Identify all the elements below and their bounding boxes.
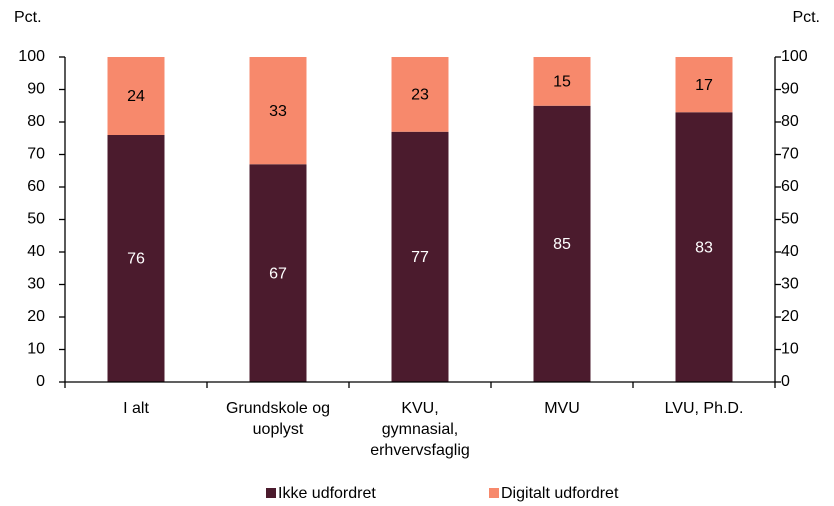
x-tick-label: MVU	[544, 400, 580, 417]
y2-tick-label: 20	[781, 308, 799, 325]
bar-segment	[533, 57, 591, 106]
value-label: 67	[269, 265, 287, 282]
y-tick-label: 30	[27, 276, 45, 293]
y2-tick-label: 90	[781, 81, 799, 98]
bar-segment	[675, 112, 733, 382]
value-label: 33	[269, 103, 287, 120]
value-label: 15	[553, 74, 571, 91]
y-tick-label: 0	[36, 373, 45, 390]
bar-segment	[391, 131, 449, 382]
value-label: 83	[695, 239, 713, 256]
y2-axis-label: Pct.	[792, 9, 820, 26]
y-axis-label: Pct.	[14, 9, 42, 26]
bar-segment	[249, 164, 307, 382]
value-label: 23	[411, 87, 429, 104]
y2-tick-label: 50	[781, 211, 799, 228]
y-tick-label: 100	[18, 48, 45, 65]
y2-tick-label: 60	[781, 178, 799, 195]
bar-segment	[107, 57, 165, 135]
x-tick-label: LVU, Ph.D.	[665, 400, 744, 417]
y2-tick-label: 0	[781, 373, 790, 390]
value-label: 77	[411, 249, 429, 266]
legend-swatch	[266, 488, 276, 498]
y-tick-label: 70	[27, 146, 45, 163]
bar-segment	[249, 57, 307, 165]
x-tick-label: Grundskole og	[226, 400, 330, 417]
y-tick-label: 50	[27, 211, 45, 228]
x-tick-label: gymnasial,	[382, 421, 458, 438]
x-tick-label: uoplyst	[253, 421, 304, 438]
y2-tick-label: 70	[781, 146, 799, 163]
y-tick-label: 80	[27, 113, 45, 130]
bar-segment	[107, 135, 165, 382]
value-label: 85	[553, 236, 571, 253]
bar-segment	[533, 105, 591, 382]
y2-tick-label: 80	[781, 113, 799, 130]
y2-tick-label: 100	[781, 48, 808, 65]
y-tick-label: 10	[27, 341, 45, 358]
bar-segment	[391, 57, 449, 132]
legend-label: Ikke udfordret	[278, 485, 376, 502]
y-tick-label: 40	[27, 243, 45, 260]
value-label: 24	[127, 88, 145, 105]
value-label: 17	[695, 77, 713, 94]
x-tick-label: I alt	[123, 400, 149, 417]
y-tick-label: 60	[27, 178, 45, 195]
x-tick-label: KVU,	[401, 400, 438, 417]
y2-tick-label: 10	[781, 341, 799, 358]
y2-tick-label: 30	[781, 276, 799, 293]
y2-tick-label: 40	[781, 243, 799, 260]
value-label: 76	[127, 251, 145, 268]
x-tick-label: erhvervsfaglig	[370, 442, 470, 459]
y-tick-label: 90	[27, 81, 45, 98]
legend-swatch	[489, 488, 499, 498]
bar-segment	[675, 57, 733, 113]
y-tick-label: 20	[27, 308, 45, 325]
legend-label: Digitalt udfordret	[501, 485, 619, 502]
